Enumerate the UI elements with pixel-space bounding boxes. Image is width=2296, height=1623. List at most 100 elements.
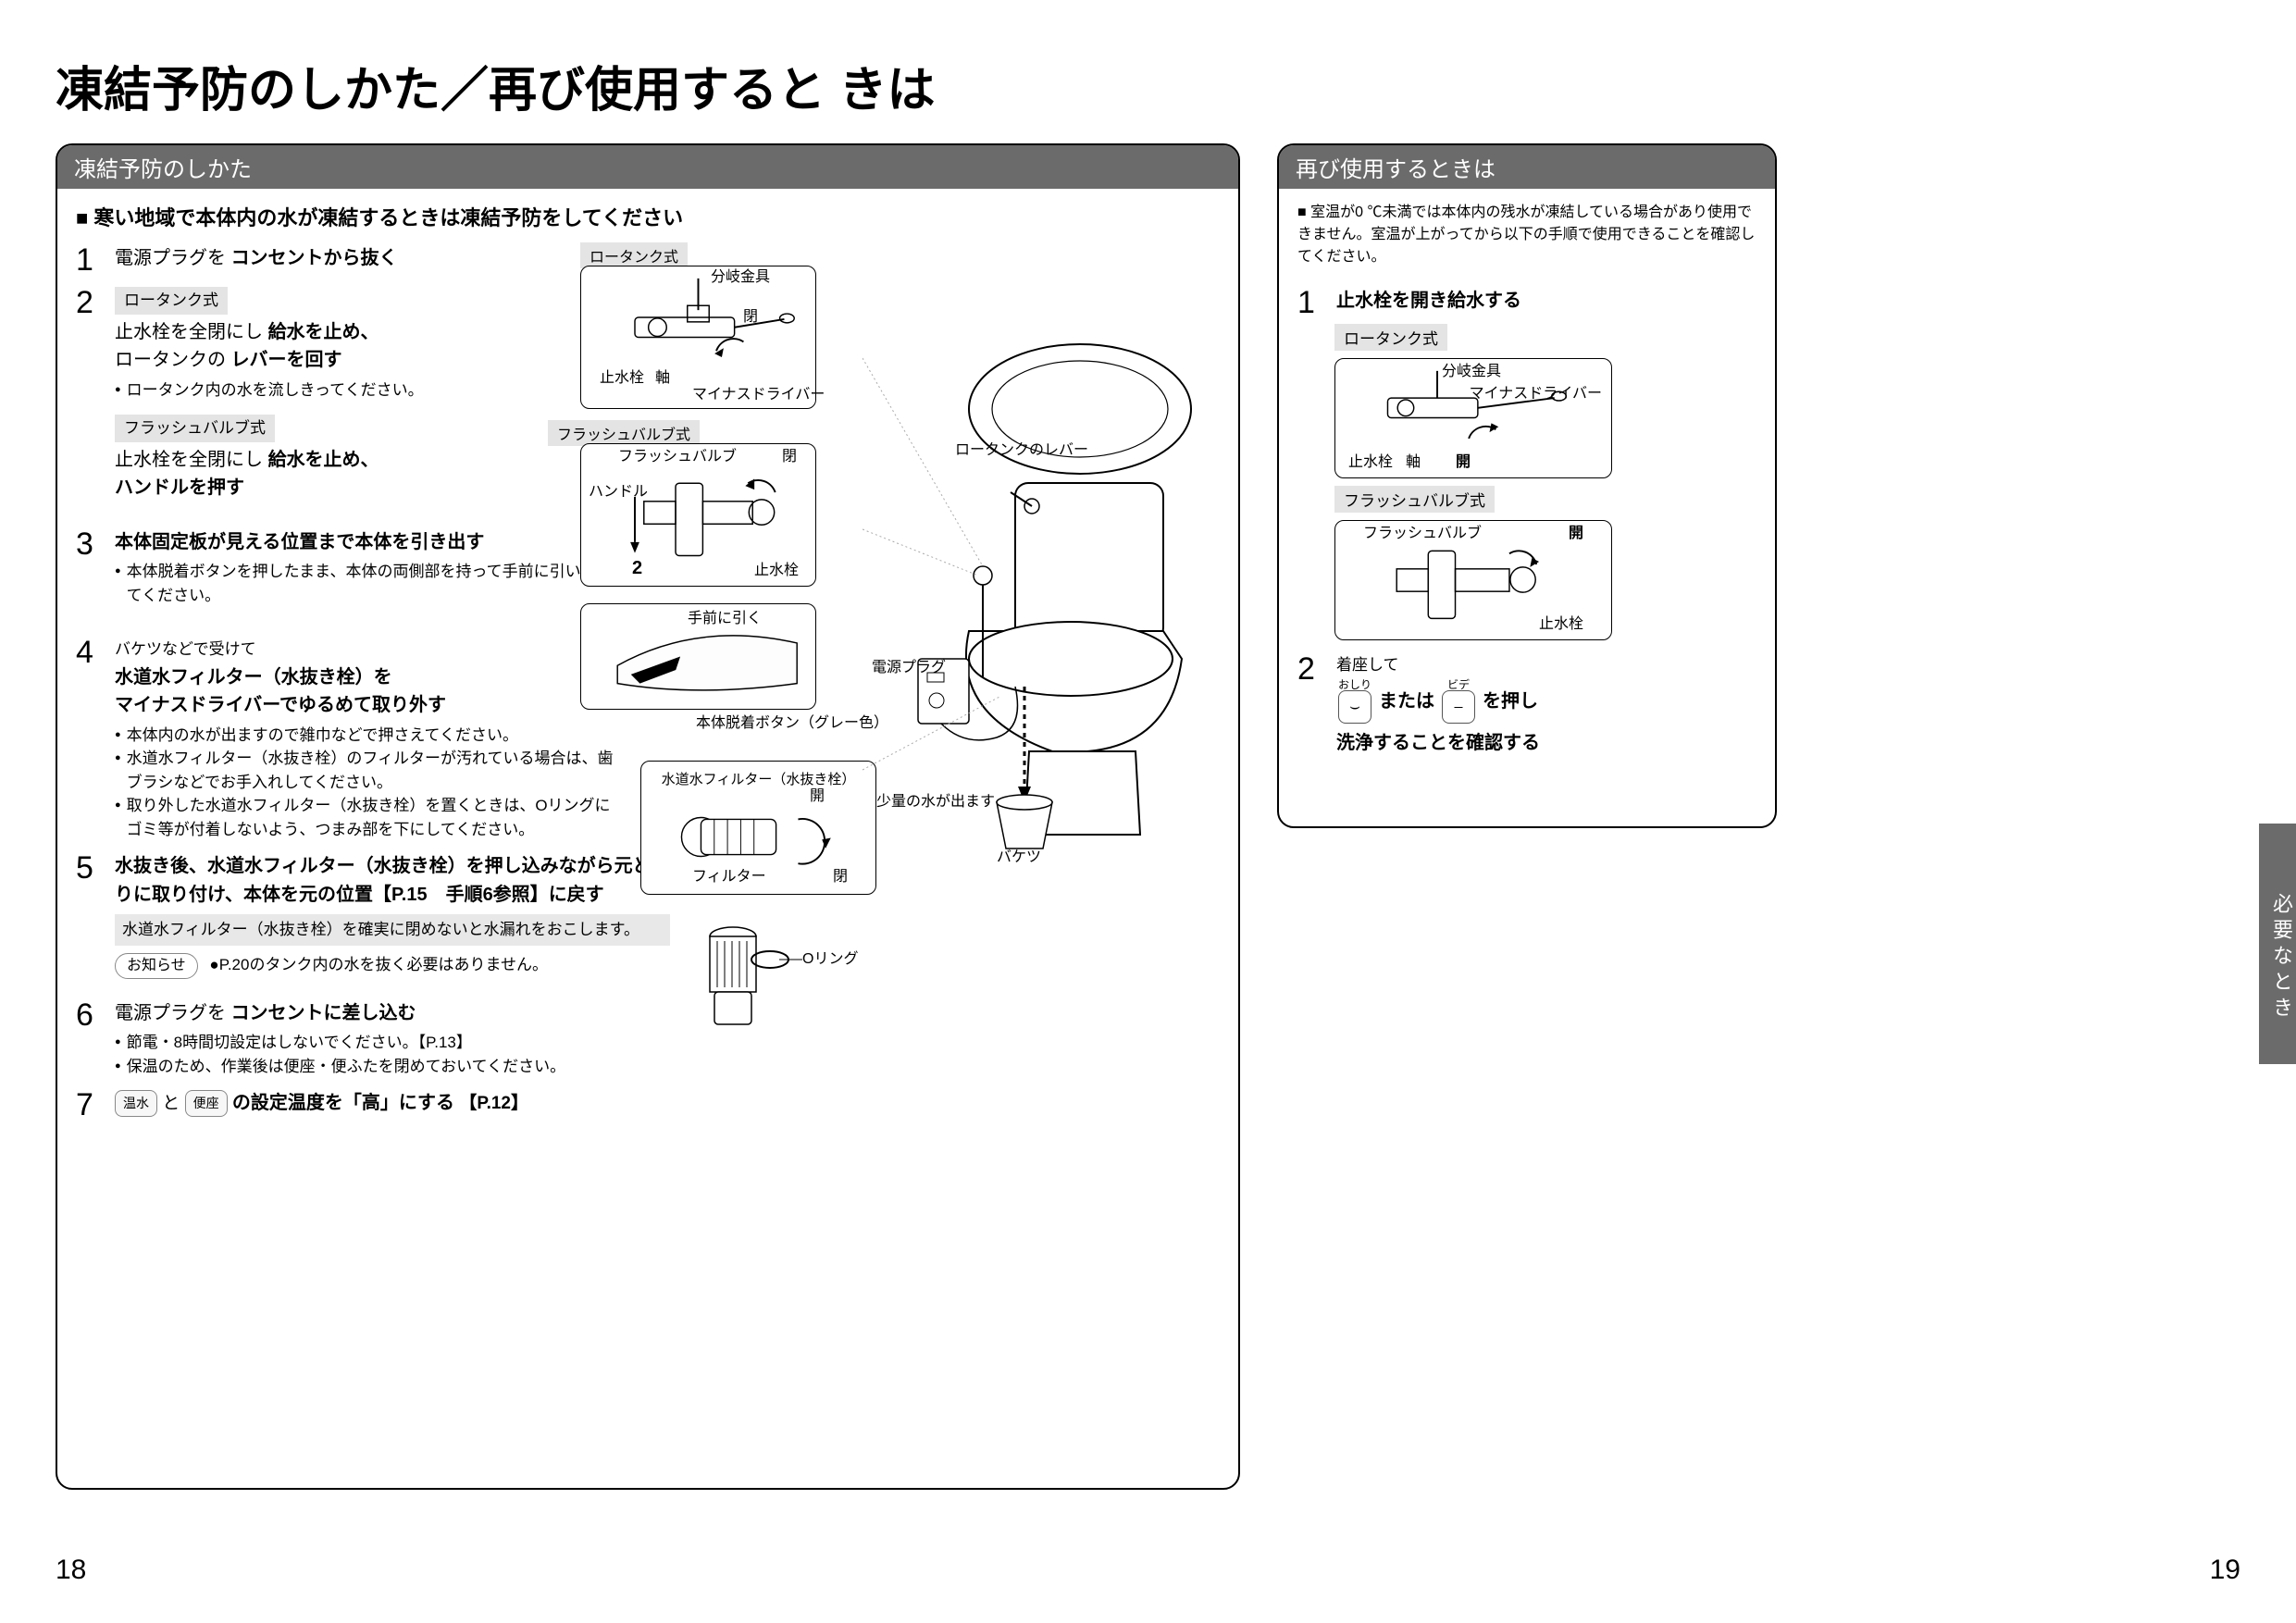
lbl-bucket: バケツ xyxy=(997,849,1041,867)
lbl-2: 2 xyxy=(632,557,642,580)
s7-ref: 【P.12】 xyxy=(459,1094,528,1113)
s4-pretag: バケツなどで受けて xyxy=(115,640,256,658)
r1-title: 止水栓を開き給水する xyxy=(1336,291,1521,311)
lbl-open: 開 xyxy=(810,787,825,806)
lbl-handle: ハンドル xyxy=(589,483,648,502)
lbl-close3: 閉 xyxy=(833,868,848,886)
s7-b: の設定温度を「高」にする xyxy=(232,1093,454,1113)
toilet-illustration xyxy=(863,289,1214,862)
step-6: 6 電源プラグを コンセントに差し込む 節電・8時間切設定はしないでください。【… xyxy=(76,999,1220,1079)
step-num: 6 xyxy=(76,999,104,1031)
lbl-button: 本体脱着ボタン（グレー色） xyxy=(696,714,888,733)
tag-right-flush: フラッシュバルブ式 xyxy=(1334,486,1495,513)
step-num: 7 xyxy=(76,1089,104,1121)
s2b-bold: 給水を止め、 xyxy=(268,450,379,470)
diagram-oring: Oリング xyxy=(673,913,849,1043)
diagram-right-lowtank: 分岐金具 マイナスドライバー 止水栓 軸 開 xyxy=(1334,358,1612,478)
lbl-pull: 手前に引く xyxy=(688,610,762,628)
diagram-flush: フラッシュバルブ 閉 ハンドル 2 止水栓 xyxy=(580,443,816,587)
note-text: ●P.20のタンク内の水を抜く必要はありません。 xyxy=(209,956,548,973)
step1-pre: 電源プラグを xyxy=(115,248,231,268)
lbl-oring: Oリング xyxy=(802,950,858,969)
r-lbl-branch: 分岐金具 xyxy=(1442,363,1501,381)
lbl-flushvalve: フラッシュバルブ xyxy=(618,448,737,466)
side-tab: 必要なとき xyxy=(2259,824,2296,1064)
lbl-valve: 止水栓 xyxy=(600,369,644,388)
step-num: 3 xyxy=(76,528,104,560)
note-pill: お知らせ xyxy=(115,953,198,979)
s3-bold: 本体固定板が見える位置まで本体を引き出す xyxy=(115,532,484,552)
icon-bidet: ビデ ⎯ xyxy=(1442,679,1475,724)
lbl-filter-title: 水道水フィルター（水抜き栓） xyxy=(649,769,868,788)
r2-line2: 洗浄することを確認する xyxy=(1336,729,1756,757)
right-step-1: 1 止水栓を開き給水する xyxy=(1297,287,1756,318)
bullet: 取り外した水道水フィルター（水抜き栓）を置くときは、Oリングにゴミ等が付着しない… xyxy=(115,794,614,841)
s7-mid: と xyxy=(162,1094,180,1113)
bullet: 節電・8時間切設定はしないでください。【P.13】 xyxy=(115,1031,1220,1055)
r-lbl-driver: マイナスドライバー xyxy=(1470,385,1602,403)
btn-seat: 便座 xyxy=(185,1090,228,1117)
s2a-bold: 給水を止め、 xyxy=(268,322,379,342)
freeze-prevention-panel: 凍結予防のしかた ■ 寒い地域で本体内の水が凍結するときは凍結予防をしてください… xyxy=(56,143,1240,1490)
warning-note: 水道水フィルター（水抜き栓）を確実に閉めないと水漏れをおこします。 xyxy=(115,914,670,946)
page-number-left: 18 xyxy=(56,1555,86,1586)
icon-oshiri: おしり ⌣ xyxy=(1338,679,1371,724)
panel-header-right: 再び使用するときは xyxy=(1279,145,1775,189)
section-title: ■ 寒い地域で本体内の水が凍結するときは凍結予防をしてください xyxy=(76,202,1220,231)
s6-pre: 電源プラグを xyxy=(115,1003,231,1023)
r-lbl-valve2: 止水栓 xyxy=(1539,615,1583,634)
diagram-pull: 手前に引く xyxy=(580,603,816,710)
r2-tail: を押し xyxy=(1483,688,1538,715)
lbl-filter: フィルター xyxy=(692,868,766,886)
s6-b: コンセントに差し込む xyxy=(231,1003,416,1023)
diagram-filter: 水道水フィルター（水抜き栓） 開 閉 フィルター xyxy=(640,761,876,895)
diagram-toilet: ロータンクのレバー 電源プラグ 少量の水が出ます バケツ xyxy=(863,289,1214,862)
step-num: 1 xyxy=(1297,287,1325,318)
tag-right-lowtank: ロータンク式 xyxy=(1334,324,1447,351)
s2b-pre: 止水栓を全閉にし xyxy=(115,450,268,470)
page-number-right: 19 xyxy=(2210,1555,2240,1586)
bullet: 本体脱着ボタンを押したまま、本体の両側部を持って手前に引いてください。 xyxy=(115,560,596,607)
lbl-smallwater: 少量の水が出ます xyxy=(876,793,995,812)
s4-b1: 水道水フィルター（水抜き栓）を xyxy=(115,667,392,688)
lbl-branch: 分岐金具 xyxy=(711,268,770,287)
diagram-right-flush: フラッシュバルブ 開 止水栓 xyxy=(1334,520,1612,640)
r2-mid: または xyxy=(1379,688,1434,715)
panel-body-right: ■ 室温が0 ℃未満では本体内の残水が凍結している場合があり使用できません。室温… xyxy=(1279,189,1775,787)
s2a-pre: 止水栓を全閉にし xyxy=(115,322,268,342)
lbl-valve2: 止水栓 xyxy=(754,562,799,580)
resume-panel: 再び使用するときは ■ 室温が0 ℃未満では本体内の残水が凍結している場合があり… xyxy=(1277,143,1777,828)
tag-lowtank-diagram: ロータンク式 xyxy=(580,242,688,268)
r-lbl-shaft: 軸 xyxy=(1406,453,1421,472)
lbl-close2: 閉 xyxy=(782,448,797,466)
s2a-pre2: ロータンクの xyxy=(115,350,231,370)
oring-illustration xyxy=(673,913,849,1043)
step-num: 2 xyxy=(76,287,104,318)
tag-lowtank: ロータンク式 xyxy=(115,287,228,315)
bullet: 本体内の水が出ますので雑巾などで押さえてください。 xyxy=(115,724,614,748)
lbl-driver: マイナスドライバー xyxy=(692,386,825,404)
right-step-2: 2 着座して おしり ⌣ または ビデ ⎯ を押し 洗浄することを確認する xyxy=(1297,653,1756,757)
step-num: 2 xyxy=(1297,653,1325,685)
page-title: 凍結予防のしかた／再び使用すると きは xyxy=(56,51,935,120)
r-lbl-flushvalve: フラッシュバルブ xyxy=(1363,525,1482,543)
r-lbl-valve: 止水栓 xyxy=(1348,453,1393,472)
r-lbl-open: 開 xyxy=(1456,453,1471,472)
flush-valve-illustration xyxy=(589,452,808,578)
btn-warm-water: 温水 xyxy=(115,1090,157,1117)
step-7: 7 温水 と 便座 の設定温度を「高」にする 【P.12】 xyxy=(76,1089,1220,1121)
lbl-close: 閉 xyxy=(743,308,758,327)
tag-flush-diagram: フラッシュバルブ式 xyxy=(548,420,700,446)
diagram-lowtank: 分岐金具 閉 止水栓 軸 マイナスドライバー xyxy=(580,266,816,409)
s4-b2: マイナスドライバーでゆるめて取り外す xyxy=(115,695,446,715)
r-lbl-open2: 開 xyxy=(1569,525,1583,543)
lbl-shaft: 軸 xyxy=(655,369,670,388)
right-intro: ■ 室温が0 ℃未満では本体内の残水が凍結している場合があり使用できません。室温… xyxy=(1297,202,1756,268)
bullet: 保温のため、作業後は便座・便ふたを閉めておいてください。 xyxy=(115,1055,1220,1079)
lbl-plug: 電源プラグ xyxy=(872,659,946,677)
s2a-bold2: レバーを回す xyxy=(231,350,342,370)
step-num: 5 xyxy=(76,852,104,884)
bullet: 水道水フィルター（水抜き栓）のフィルターが汚れている場合は、歯ブラシなどでお手入… xyxy=(115,747,614,794)
panel-header-left: 凍結予防のしかた xyxy=(57,145,1238,189)
s2b-bold2: ハンドルを押す xyxy=(115,477,244,498)
